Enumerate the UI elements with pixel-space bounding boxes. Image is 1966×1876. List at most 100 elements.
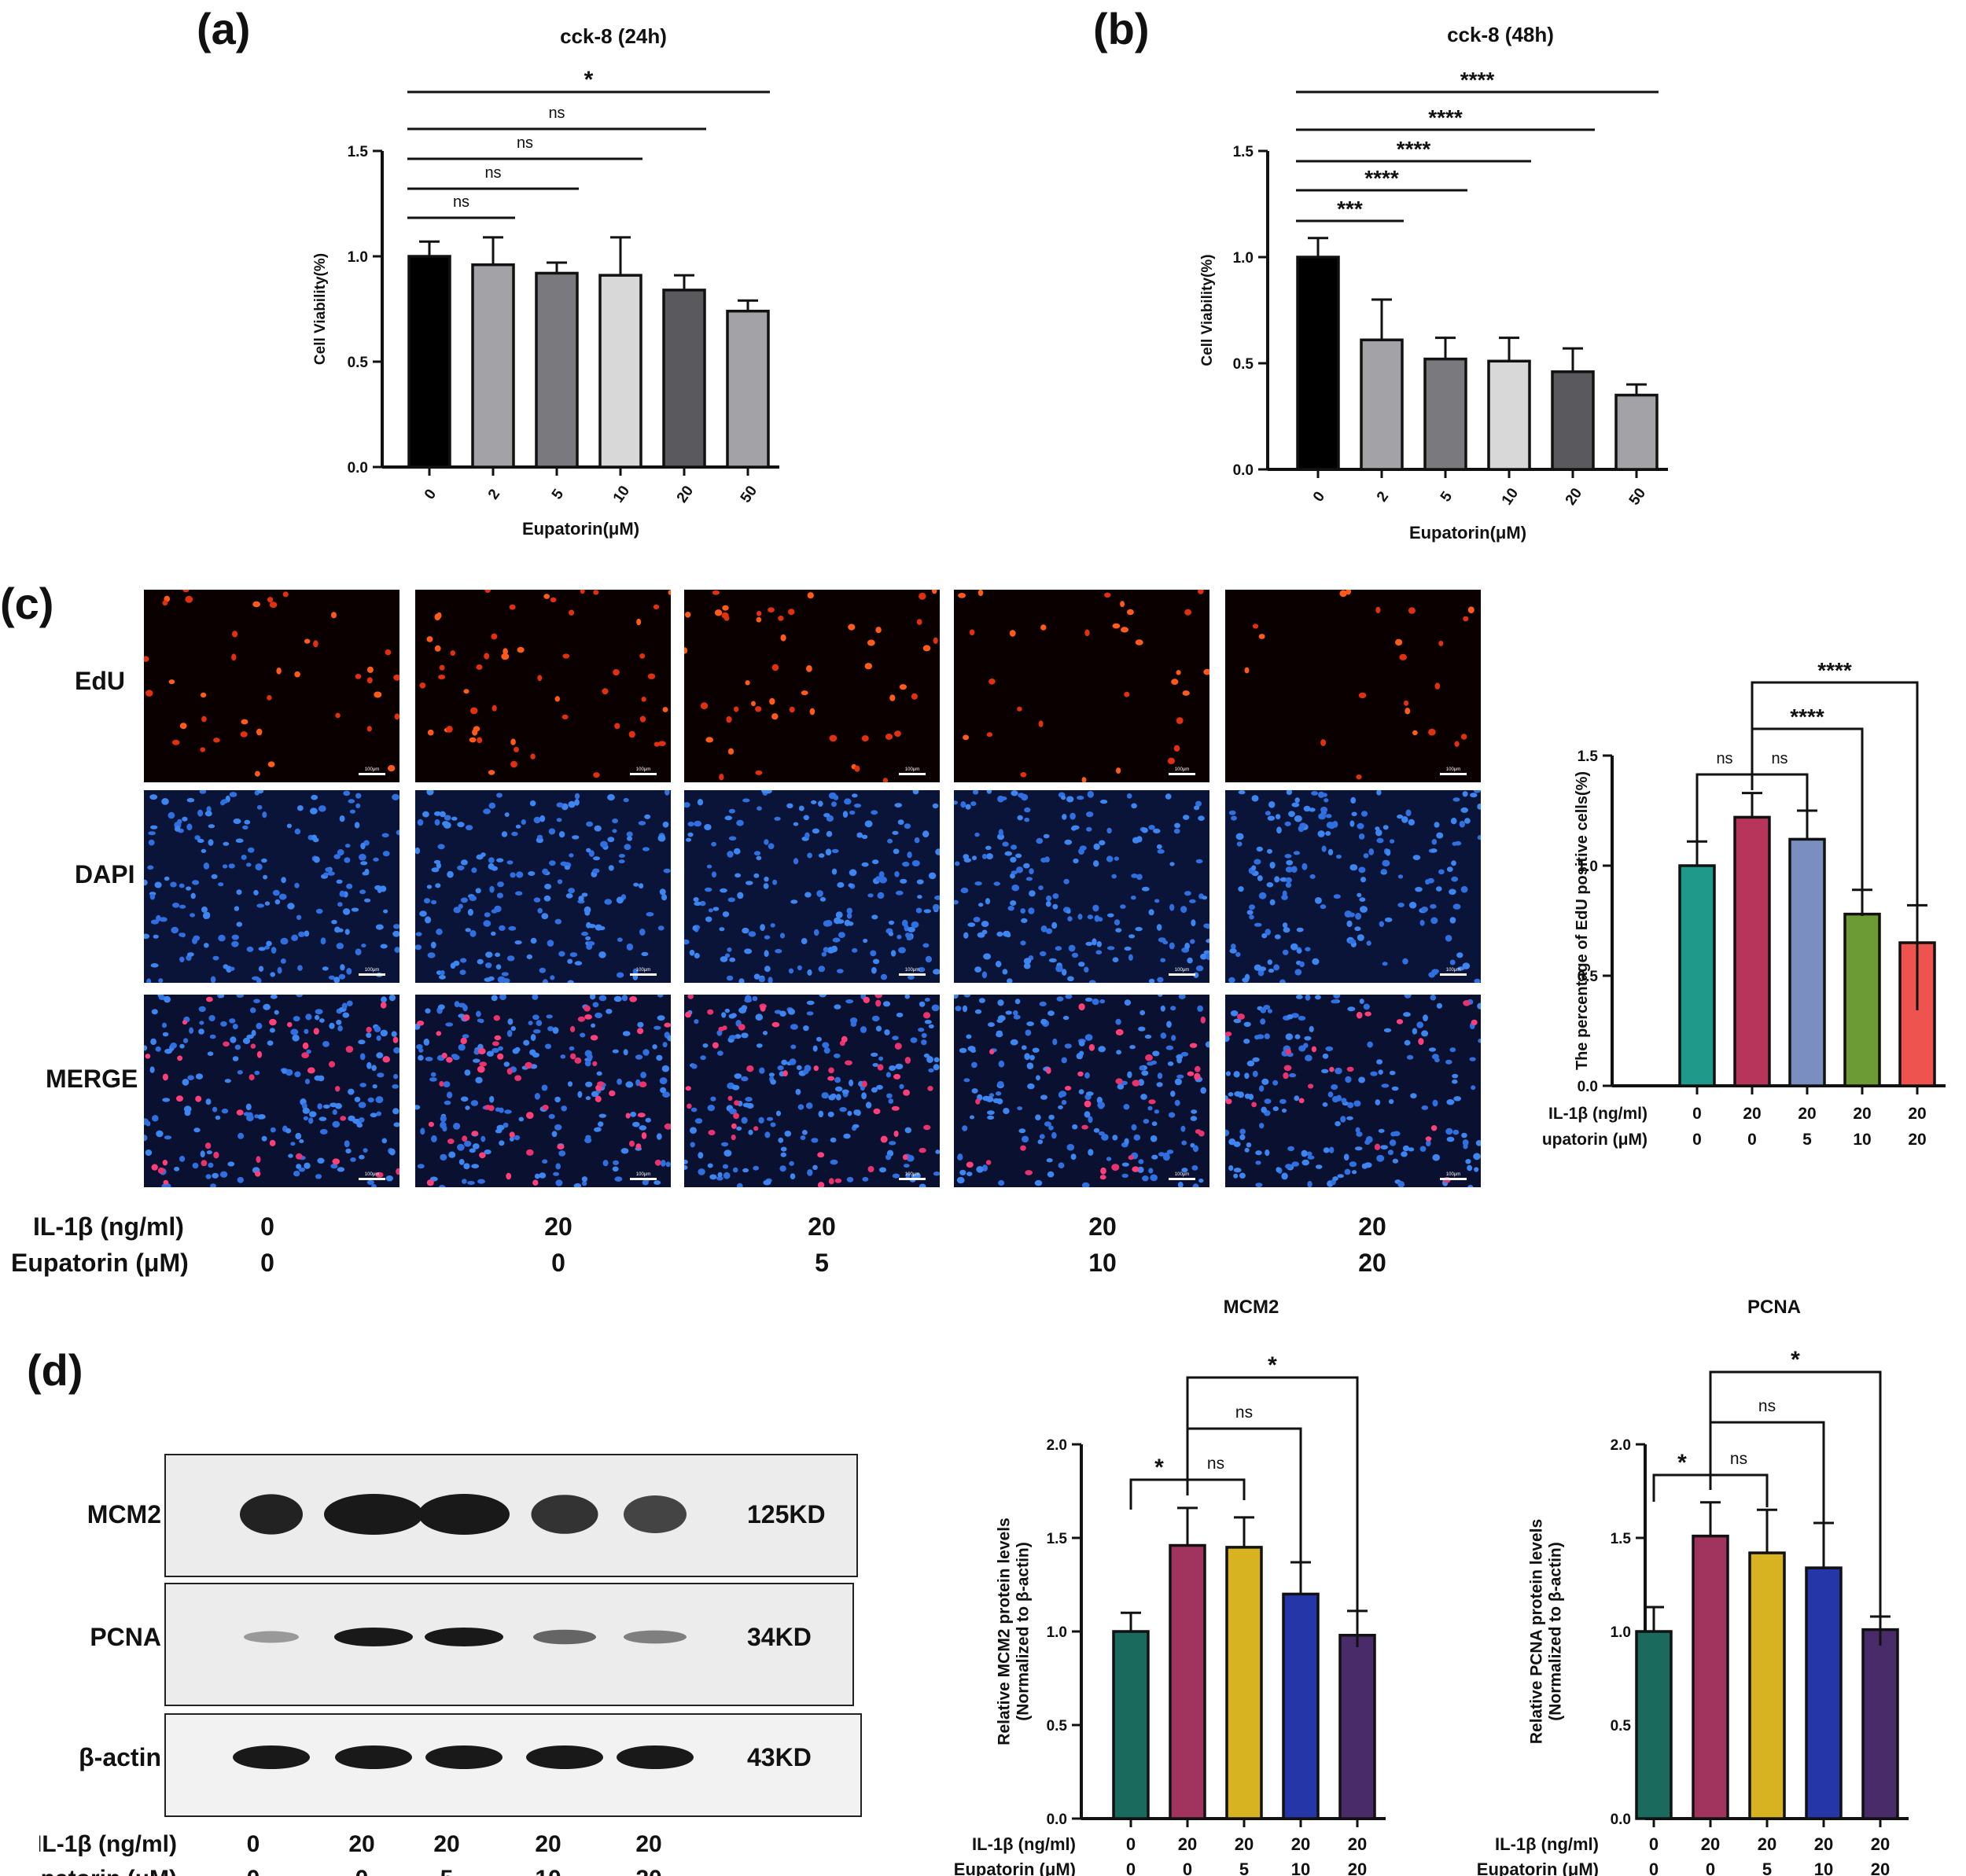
y-tick-label: 0.5 (1578, 969, 1599, 985)
chart-title: cck-8 (48h) (1447, 23, 1554, 46)
molecular-weight: 125KD (747, 1500, 826, 1528)
significance-label: ns (484, 164, 501, 182)
il1b-value: 20 (544, 1212, 572, 1241)
y-tick-label: 0.0 (1047, 1812, 1067, 1828)
eupatorin-value: 0 (1126, 1859, 1136, 1876)
eupatorin-value: 10 (1853, 1131, 1871, 1149)
significance-bracket (1709, 1370, 1882, 1646)
scale-bar (1169, 773, 1195, 775)
scale-bar (899, 1178, 926, 1180)
x-tick-label: 50 (738, 483, 760, 506)
micro-il1b-label: IL-1β (ng/ml) (33, 1212, 184, 1241)
scale-bar-label: 100μm (1446, 968, 1460, 973)
micrograph-dapi: 100μm (415, 790, 671, 983)
micrograph-edu: 100μm (684, 590, 940, 782)
il1b-value: 20 (1798, 1105, 1816, 1123)
il1b-value: 20 (1235, 1834, 1254, 1854)
eupatorin-value: 0 (1183, 1859, 1192, 1876)
il1b-value: 20 (1178, 1834, 1197, 1854)
scale-bar-label: 100μm (905, 1172, 919, 1177)
il1b-value: 20 (1088, 1212, 1117, 1241)
significance-bracket (1751, 681, 1919, 1010)
micro-eup-label: Eupatorin (μM) (11, 1249, 189, 1277)
bar (471, 263, 515, 469)
blot-membrane (164, 1583, 854, 1706)
eupatorin-value: 5 (815, 1249, 829, 1277)
protein-band (334, 1628, 413, 1646)
y-tick-label: 1.5 (1611, 1531, 1632, 1547)
eupatorin-value: 0 (1706, 1859, 1715, 1876)
significance-bracket (1709, 1473, 1769, 1507)
protein-band (240, 1494, 303, 1535)
scale-bar-label: 100μm (365, 1172, 379, 1177)
blot-eupatorin-value: 10 (535, 1866, 561, 1876)
micrograph-dapi: 100μm (1225, 790, 1481, 983)
blot-il1b-value: 20 (635, 1831, 661, 1857)
micrograph-merge: 100μm (415, 995, 671, 1187)
protein-band (324, 1494, 423, 1535)
significance-label: ns (548, 105, 565, 122)
bar (1748, 1551, 1786, 1820)
micro-row-label-merge: MERGE (46, 1065, 138, 1093)
y-tick-label: 1.5 (1047, 1531, 1068, 1547)
cck8-24h-chart: cck-8 (24h) 0.0 0.5 1.0 1.5 Cell Viability(%)… (312, 24, 779, 539)
il1b-value: 0 (1649, 1834, 1659, 1854)
y-tick-label: 1.5 (1578, 749, 1599, 765)
significance-label: * (1268, 1352, 1277, 1378)
eupatorin-value: 0 (260, 1249, 274, 1277)
x-tick-label: 10 (1499, 485, 1522, 508)
x-tick-label: 0 (422, 486, 440, 502)
y-tick-label: 1.0 (1578, 859, 1598, 875)
eupatorin-value: 5 (1802, 1131, 1812, 1149)
bar (1678, 864, 1716, 1087)
scale-bar-label: 100μm (905, 968, 919, 973)
eupatorin-value: 0 (1692, 1131, 1702, 1149)
y-tick-label: 0.5 (348, 355, 369, 371)
panel-label-c: (c) (0, 579, 54, 628)
bar (1423, 357, 1467, 471)
y-tick-label: 2.0 (1611, 1437, 1631, 1454)
scale-bar (1169, 973, 1195, 976)
y-tick-label: 0.5 (1611, 1718, 1632, 1734)
y-tick-label: 0.0 (1233, 462, 1254, 479)
x-tick-label: 50 (1626, 485, 1649, 508)
il1b-value: 0 (1126, 1834, 1136, 1854)
scale-bar-label: 100μm (636, 767, 650, 772)
micrograph-edu: 100μm (144, 590, 399, 782)
bar (1169, 1543, 1206, 1820)
significance-label: ns (1730, 1450, 1747, 1468)
chart-title: PCNA (1747, 1297, 1801, 1318)
x-tick-label: 20 (674, 483, 697, 506)
y-tick-label: 2.0 (1047, 1437, 1067, 1454)
significance-bracket (1652, 1473, 1712, 1502)
significance-label: * (1154, 1455, 1164, 1481)
x-tick-label: 20 (1563, 485, 1585, 508)
panel-label-d: (d) (27, 1345, 83, 1395)
y-axis-label: Relative PCNA protein levels(Normalized … (1527, 1519, 1564, 1744)
scale-bar (630, 773, 657, 775)
micrograph-edu: 100μm (1225, 590, 1481, 782)
eupatorin-value: 20 (1348, 1859, 1367, 1876)
il1b-value: 20 (1871, 1834, 1890, 1854)
bar (1861, 1628, 1899, 1820)
eupatorin-value: 20 (1871, 1859, 1890, 1876)
micrograph-merge: 100μm (684, 995, 940, 1187)
protein-band (624, 1495, 687, 1533)
scale-bar (1169, 1178, 1195, 1180)
chart-title: MCM2 (1224, 1297, 1279, 1318)
x-tick-label: 5 (1438, 488, 1456, 505)
il1b-row-label: IL-1β (ng/ml) (972, 1834, 1076, 1854)
blot-il1b-value: 20 (348, 1831, 374, 1857)
significance-label: **** (1460, 68, 1495, 92)
micrograph-dapi: 100μm (954, 790, 1209, 983)
scale-bar-label: 100μm (1446, 1172, 1460, 1177)
il1b-value: 20 (1701, 1834, 1720, 1854)
significance-bracket (1129, 1478, 1189, 1510)
significance-label: **** (1428, 105, 1463, 130)
il1b-value: 0 (260, 1212, 274, 1241)
edu-percentage-chart: 0.0 0.5 1.0 1.5 The percentage of EdU positi… (1541, 658, 1946, 1149)
panel-label-a: (a) (197, 4, 251, 53)
significance-label: * (584, 67, 594, 93)
micrograph-merge: 100μm (1225, 995, 1481, 1187)
scale-bar-label: 100μm (1175, 968, 1189, 973)
